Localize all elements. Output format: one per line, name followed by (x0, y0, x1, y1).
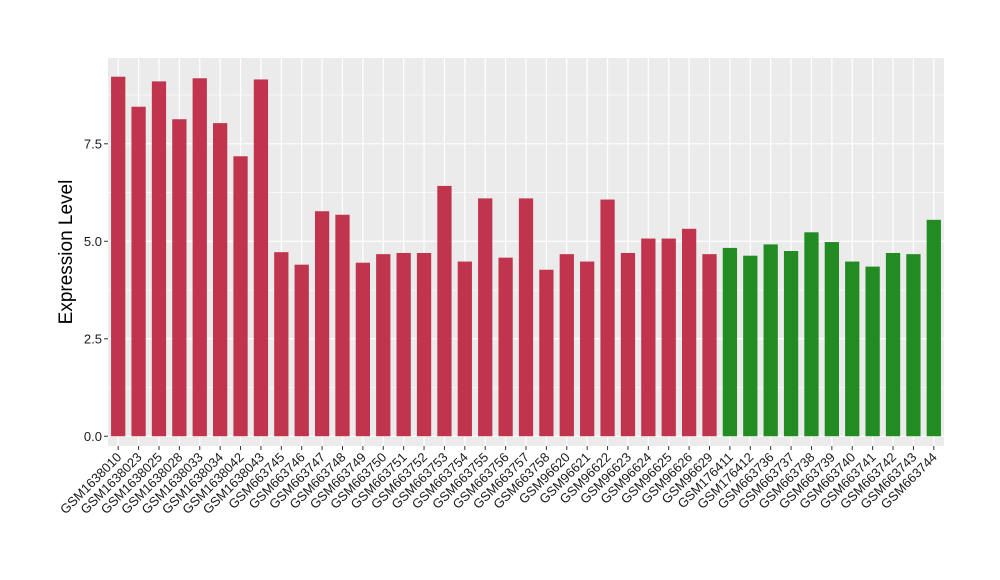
bar-GSM96629 (702, 254, 717, 437)
bar-GSM663739 (824, 242, 839, 437)
bar-GSM663749 (355, 262, 371, 437)
y-tick-label: 2.5 (84, 331, 102, 346)
bar-GSM663751 (396, 252, 411, 437)
bar-GSM1638028 (172, 119, 187, 437)
bar-GSM1638023 (131, 106, 146, 437)
bar-GSM663752 (416, 252, 432, 437)
bar-GSM663747 (314, 211, 330, 437)
bar-GSM96621 (580, 261, 595, 437)
y-axis-title: Expression Level (56, 180, 77, 325)
y-tick-label: 5.0 (84, 234, 102, 249)
bar-GSM663737 (783, 251, 799, 437)
bar-GSM663753 (437, 185, 452, 437)
bar-GSM96626 (681, 228, 697, 437)
y-tick-label: 7.5 (84, 136, 102, 151)
y-axis: 0.0 2.5 5.0 7.5 (84, 136, 108, 444)
bar-GSM663746 (294, 264, 309, 437)
bar-GSM663754 (457, 261, 472, 437)
bar-GSM663758 (539, 269, 554, 437)
bar-GSM663756 (498, 257, 513, 437)
bar-GSM96625 (661, 238, 676, 437)
bar-GSM1638034 (213, 123, 228, 437)
bar-GSM1638025 (151, 81, 167, 437)
bar-GSM663740 (845, 261, 860, 437)
bar-GSM663738 (804, 232, 819, 437)
bar-GSM96624 (641, 238, 656, 437)
bar-GSM663744 (926, 219, 941, 437)
bar-GSM663742 (885, 252, 901, 437)
bar-GSM663750 (376, 254, 391, 437)
x-axis: GSM1638010GSM1638023GSM1638025GSM1638028… (57, 446, 940, 517)
bar-GSM1638043 (253, 79, 269, 437)
bar-GSM663743 (906, 254, 921, 437)
bar-GSM663748 (335, 214, 350, 437)
bar-GSM96620 (559, 254, 574, 437)
bar-GSM663736 (763, 244, 778, 437)
y-tick-label: 0.0 (84, 429, 102, 444)
bar-GSM663741 (865, 266, 880, 437)
bar-GSM1638033 (192, 78, 207, 437)
bar-GSM663757 (518, 198, 534, 437)
bar-GSM176412 (743, 255, 758, 437)
bar-GSM96623 (620, 252, 636, 437)
bar-GSM663755 (478, 198, 493, 437)
bars (111, 76, 941, 437)
bar-GSM96622 (600, 199, 615, 437)
bar-GSM176411 (722, 247, 738, 437)
bar-GSM1638010 (111, 76, 126, 437)
bar-GSM1638042 (233, 156, 248, 437)
bar-GSM663745 (274, 252, 289, 437)
